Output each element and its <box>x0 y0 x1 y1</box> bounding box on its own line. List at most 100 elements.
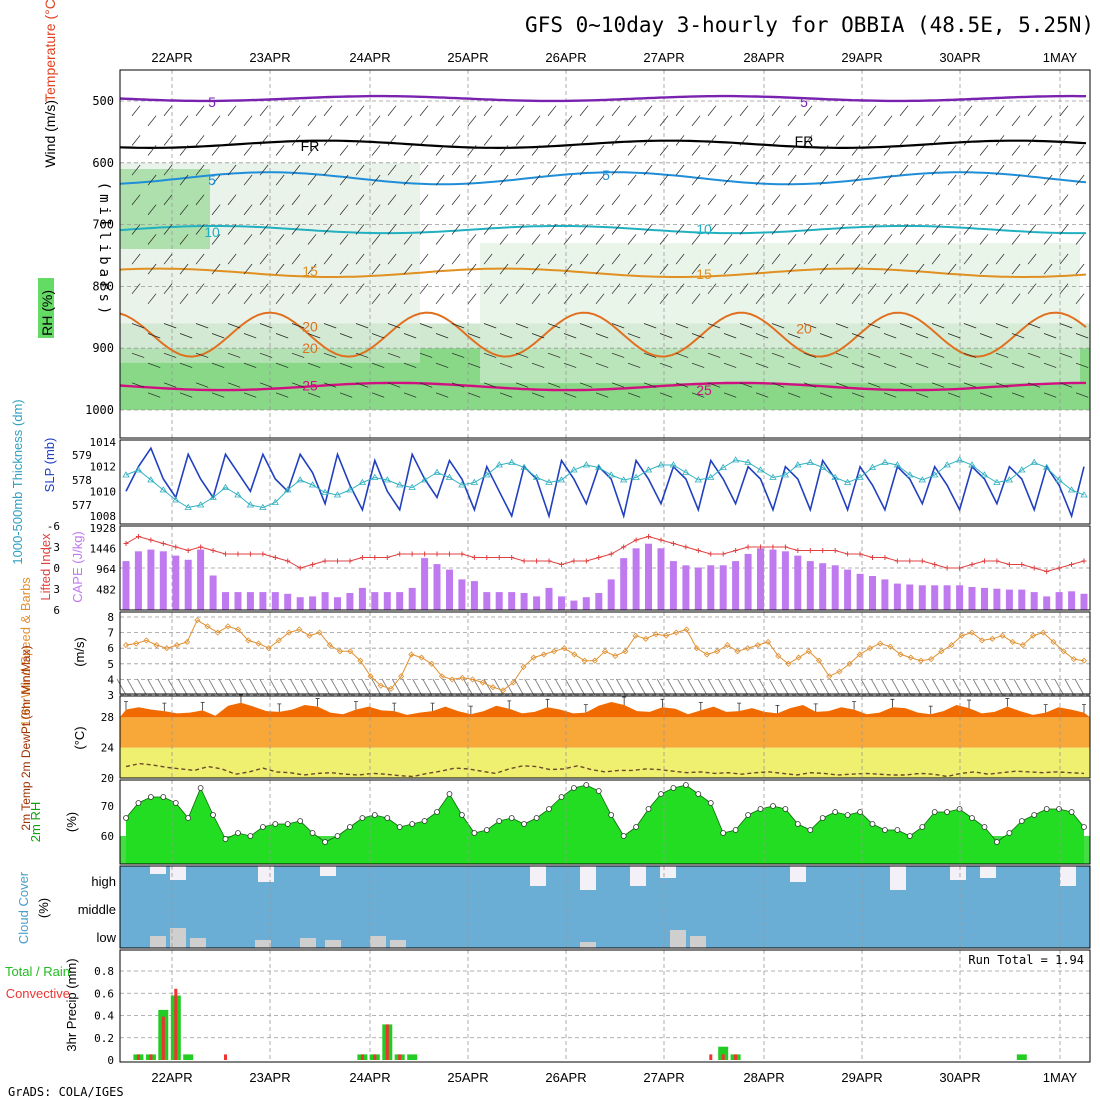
date-tick-label: 30APR <box>939 50 980 65</box>
wind-barb <box>211 204 221 216</box>
rh-point <box>882 827 888 833</box>
wind-barb <box>915 392 929 398</box>
rh-point <box>571 785 577 791</box>
pressure-tick-label: 700 <box>92 218 114 232</box>
upper-frame <box>119 69 1091 439</box>
thickness-point <box>707 473 715 480</box>
cape-bar <box>582 597 590 610</box>
thickness-point <box>147 476 155 483</box>
rh-point <box>608 812 615 818</box>
wind-speed-point <box>489 684 496 691</box>
wind-barb <box>435 293 445 305</box>
rh-point <box>297 818 304 824</box>
wind-barb <box>867 194 877 206</box>
contour-label: 5 <box>602 167 610 183</box>
cape-li-panel: 1928 1446 964 482 -6 -3 0 3 6 <box>47 520 1091 617</box>
wind-barb <box>515 135 525 146</box>
wind-barb <box>611 194 621 206</box>
cloud-high-block <box>980 866 996 878</box>
wind-speed-point <box>296 626 303 633</box>
wind-barb <box>979 362 993 368</box>
wind-barb <box>1059 253 1069 265</box>
wind-barb <box>211 145 221 156</box>
wind-barb <box>323 323 337 329</box>
wind-barb <box>803 194 813 206</box>
surface-wind-barb <box>534 678 545 696</box>
wind-barb <box>579 135 589 146</box>
wind-barb <box>563 392 577 398</box>
cape-bar <box>1005 589 1013 610</box>
cloud-low-block <box>170 928 186 948</box>
li-point <box>782 544 788 550</box>
wind-barb <box>1011 333 1025 339</box>
wind-barb <box>483 224 493 235</box>
rh-point <box>819 815 826 821</box>
temp-minmax-bar <box>353 701 358 710</box>
wind-barb <box>243 234 253 245</box>
cape-bar <box>408 587 416 610</box>
li-point <box>1056 565 1062 571</box>
rh-point <box>172 800 179 806</box>
cape-bar <box>819 563 827 610</box>
cape-bar <box>321 592 329 610</box>
wind-barb <box>275 234 285 245</box>
wind-barb <box>819 174 829 186</box>
wind-barb <box>883 293 893 305</box>
surface-wind-barb <box>585 678 596 696</box>
wind-barb <box>755 115 765 127</box>
wind-bg <box>120 612 1090 694</box>
wind-barb <box>403 234 413 245</box>
rh-blob <box>480 243 1080 384</box>
wind-speed-point <box>938 648 945 655</box>
label-temp2m-unit: (°C) <box>72 726 87 749</box>
wind-barb <box>259 352 273 358</box>
wind-barb <box>995 352 1009 358</box>
wind-speed-point <box>693 645 700 652</box>
cape-bar <box>931 585 939 610</box>
wind-barb <box>1011 263 1021 275</box>
wind-barb <box>259 105 269 117</box>
wind-speed-point <box>214 629 221 636</box>
wind-barb <box>419 194 429 206</box>
cloud-high-block <box>630 866 646 886</box>
wind-barb <box>611 382 625 388</box>
wind-barb <box>579 105 589 117</box>
wind-barb <box>483 135 493 146</box>
wind-barb <box>1027 224 1037 235</box>
wind-speed-point <box>306 632 313 639</box>
cape-bar <box>533 596 541 610</box>
surface-wind-barb <box>758 678 769 696</box>
pressure-tick-label: 600 <box>92 156 114 170</box>
wind-barb <box>307 293 317 305</box>
slp-bg <box>120 440 1090 524</box>
wind-barb <box>979 145 989 156</box>
rh-point <box>919 824 926 830</box>
wind-speed-point <box>622 648 629 655</box>
wind-barb <box>131 253 141 265</box>
surface-wind-barb <box>289 678 300 696</box>
wind-barb <box>755 234 765 245</box>
wind-barb <box>259 164 269 176</box>
thickness-point <box>371 473 379 480</box>
wind-barb <box>195 323 209 329</box>
wind-barb <box>899 105 909 117</box>
li-point <box>558 562 564 567</box>
wind-speed-point <box>163 645 170 652</box>
label-slp: SLP (mb) <box>42 438 57 493</box>
li-point <box>608 551 614 557</box>
wind-barb <box>195 352 209 358</box>
wind-barb <box>579 352 593 358</box>
wind-speed-point <box>418 654 425 661</box>
cloud-high-block <box>890 866 906 890</box>
wind-barb <box>1027 382 1041 388</box>
wind-barb <box>499 362 513 368</box>
rh-point <box>434 809 440 815</box>
wind-barb <box>371 362 385 368</box>
wind-barb <box>755 145 765 156</box>
wind-tick-label: 8 <box>107 611 114 624</box>
temp-minmax-bar <box>507 700 512 709</box>
precip-convective-bar <box>174 988 178 1060</box>
wind-barb <box>371 115 381 127</box>
wind-barb <box>195 382 209 388</box>
wind-barb <box>483 352 497 358</box>
